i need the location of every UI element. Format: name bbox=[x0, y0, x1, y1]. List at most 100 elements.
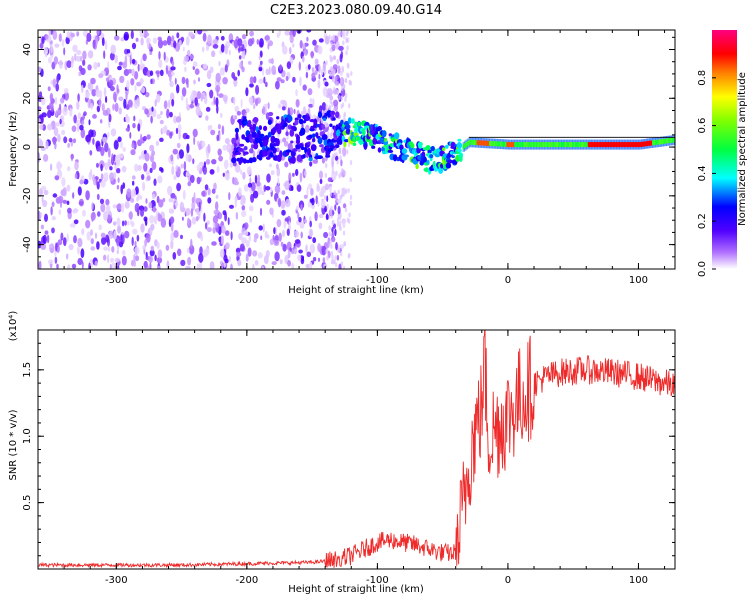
signal-cell bbox=[495, 141, 498, 147]
signal-cell bbox=[614, 142, 617, 148]
noise-speckle bbox=[155, 140, 160, 147]
noise-speckle bbox=[62, 199, 68, 204]
noise-speckle bbox=[295, 89, 298, 97]
noise-speckle bbox=[132, 180, 135, 186]
noise-speckle bbox=[63, 136, 68, 144]
noise-speckle bbox=[243, 184, 249, 192]
noise-speckle bbox=[284, 161, 289, 168]
noise-speckle bbox=[347, 142, 351, 148]
noise-speckle bbox=[222, 77, 228, 85]
noise-speckle bbox=[150, 78, 153, 84]
signal-cell bbox=[381, 130, 387, 138]
noise-speckle bbox=[72, 44, 78, 53]
noise-speckle bbox=[58, 59, 63, 69]
noise-speckle bbox=[331, 164, 334, 170]
noise-speckle bbox=[342, 84, 346, 89]
noise-speckle bbox=[90, 212, 96, 221]
noise-speckle bbox=[318, 74, 321, 80]
noise-speckle bbox=[241, 66, 245, 73]
noise-speckle bbox=[206, 44, 209, 52]
noise-speckle bbox=[97, 145, 102, 152]
signal-cell bbox=[608, 142, 611, 148]
signal-cell bbox=[667, 138, 671, 144]
noise-speckle bbox=[196, 164, 201, 172]
noise-speckle bbox=[252, 190, 259, 199]
noise-speckle bbox=[225, 138, 230, 145]
signal-cell bbox=[504, 141, 508, 147]
noise-speckle bbox=[152, 206, 156, 213]
noise-speckle bbox=[41, 96, 46, 106]
noise-speckle bbox=[187, 181, 192, 187]
noise-speckle bbox=[81, 120, 85, 125]
noise-speckle bbox=[269, 238, 274, 246]
signal-cell bbox=[598, 142, 602, 148]
noise-speckle bbox=[325, 60, 328, 66]
noise-speckle bbox=[116, 249, 119, 255]
noise-speckle bbox=[213, 96, 216, 105]
signal-cell bbox=[562, 142, 566, 148]
signal-cell bbox=[468, 139, 472, 145]
noise-speckle bbox=[198, 252, 204, 263]
noise-speckle bbox=[117, 65, 122, 71]
noise-speckle bbox=[241, 210, 247, 218]
noise-speckle bbox=[41, 112, 47, 118]
noise-speckle bbox=[347, 188, 350, 194]
noise-speckle bbox=[58, 209, 62, 216]
noise-speckle bbox=[185, 207, 191, 216]
signal-cell bbox=[587, 142, 591, 148]
noise-speckle bbox=[134, 202, 140, 213]
signal-cell bbox=[594, 142, 597, 148]
noise-speckle bbox=[247, 247, 252, 257]
noise-speckle bbox=[199, 246, 203, 256]
noise-speckle bbox=[38, 260, 42, 269]
noise-speckle bbox=[206, 227, 212, 233]
noise-speckle bbox=[77, 186, 82, 196]
noise-speckle bbox=[127, 99, 133, 108]
colorbar: 0.0 0.2 0.4 0.6 0.8 Normalized spectral ampl… bbox=[697, 30, 748, 277]
noise-speckle bbox=[158, 51, 161, 60]
noise-speckle bbox=[87, 64, 92, 71]
noise-speckle bbox=[257, 252, 263, 259]
noise-speckle bbox=[209, 169, 215, 175]
noise-speckle bbox=[346, 72, 349, 78]
signal-cell bbox=[429, 154, 434, 159]
signal-cell bbox=[246, 123, 253, 127]
signal-cell bbox=[525, 142, 528, 148]
signal-cell bbox=[247, 119, 252, 126]
noise-speckle bbox=[158, 199, 164, 208]
noise-speckle bbox=[304, 170, 307, 177]
noise-speckle bbox=[236, 111, 242, 116]
noise-speckle bbox=[171, 60, 175, 67]
noise-speckle bbox=[245, 108, 250, 113]
noise-speckle bbox=[82, 59, 86, 66]
noise-speckle bbox=[160, 111, 163, 115]
noise-speckle bbox=[107, 147, 111, 158]
signal-cell bbox=[300, 127, 306, 136]
noise-speckle bbox=[139, 78, 144, 85]
snr-frame bbox=[37, 329, 676, 570]
noise-speckle bbox=[91, 202, 94, 210]
noise-speckle bbox=[307, 64, 311, 70]
signal-cell bbox=[501, 141, 505, 147]
signal-cell bbox=[425, 145, 431, 151]
noise-speckle bbox=[318, 38, 324, 43]
noise-speckle bbox=[173, 230, 179, 238]
noise-speckle bbox=[101, 103, 105, 112]
noise-speckle bbox=[131, 68, 135, 77]
signal-cell bbox=[628, 142, 631, 148]
noise-speckle bbox=[198, 201, 201, 212]
noise-speckle bbox=[101, 37, 105, 46]
noise-speckle bbox=[342, 187, 346, 193]
signal-cell bbox=[476, 140, 479, 146]
noise-speckle bbox=[249, 177, 252, 185]
noise-speckle bbox=[165, 244, 170, 251]
noise-speckle bbox=[215, 194, 219, 199]
signal-cell bbox=[372, 137, 378, 145]
noise-speckle bbox=[257, 174, 261, 183]
noise-speckle bbox=[138, 155, 142, 160]
noise-speckle bbox=[287, 260, 291, 267]
noise-speckle bbox=[50, 206, 53, 216]
noise-speckle bbox=[185, 265, 191, 269]
noise-speckle bbox=[220, 43, 225, 53]
noise-speckle bbox=[318, 213, 324, 219]
